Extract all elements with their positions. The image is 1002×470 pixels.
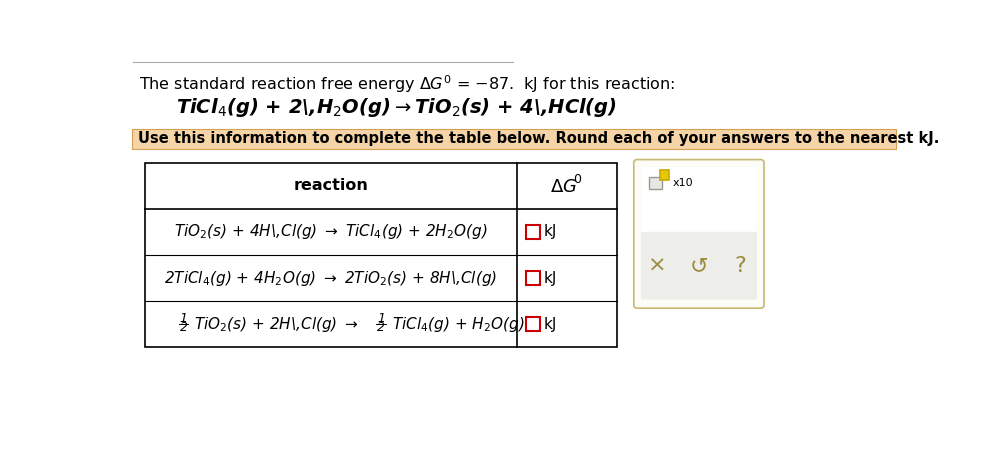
Text: TiCl$_4$(g) + H$_2$O(g): TiCl$_4$(g) + H$_2$O(g) xyxy=(392,315,524,334)
Text: TiO$_2$(s) + 4H\,Cl(g) $\rightarrow$ TiCl$_4$(g) + 2H$_2$O(g): TiO$_2$(s) + 4H\,Cl(g) $\rightarrow$ TiC… xyxy=(173,222,487,242)
Bar xyxy=(525,271,539,285)
Bar xyxy=(659,170,668,180)
Text: ↺: ↺ xyxy=(689,256,707,276)
FancyBboxPatch shape xyxy=(633,160,764,308)
FancyBboxPatch shape xyxy=(641,167,756,233)
Text: Use this information to complete the table below. Round each of your answers to : Use this information to complete the tab… xyxy=(137,131,938,146)
Text: 2TiCl$_4$(g) + 4H$_2$O(g) $\rightarrow$ 2TiO$_2$(s) + 8H\,Cl(g): 2TiCl$_4$(g) + 4H$_2$O(g) $\rightarrow$ … xyxy=(164,269,497,288)
Text: The standard reaction free energy $\Delta G^{0}$ = $-$87.  kJ for this reaction:: The standard reaction free energy $\Delt… xyxy=(139,73,675,95)
Text: kJ: kJ xyxy=(543,317,557,332)
Text: x10: x10 xyxy=(672,178,692,188)
Bar xyxy=(525,225,539,239)
Text: kJ: kJ xyxy=(543,271,557,286)
Text: 1: 1 xyxy=(179,312,187,325)
Bar xyxy=(144,163,617,347)
Text: reaction: reaction xyxy=(293,178,368,193)
Text: 2: 2 xyxy=(179,321,187,334)
Text: 1: 1 xyxy=(377,312,385,325)
Bar xyxy=(131,129,895,149)
FancyBboxPatch shape xyxy=(640,232,757,300)
Bar xyxy=(525,317,539,331)
Text: ×: × xyxy=(647,256,666,276)
Text: TiO$_2$(s) + 2H\,Cl(g) $\rightarrow$: TiO$_2$(s) + 2H\,Cl(g) $\rightarrow$ xyxy=(194,315,359,334)
Bar xyxy=(648,177,661,189)
Text: 0: 0 xyxy=(572,173,580,186)
Text: $\Delta G$: $\Delta G$ xyxy=(549,178,576,196)
Text: ?: ? xyxy=(733,256,745,276)
Text: kJ: kJ xyxy=(543,225,557,239)
Text: TiCl$_4$(g) + 2\,H$_2$O(g)$\rightarrow$TiO$_2$(s) + 4\,HCl(g): TiCl$_4$(g) + 2\,H$_2$O(g)$\rightarrow$T… xyxy=(175,96,616,119)
Text: 2: 2 xyxy=(377,321,385,334)
